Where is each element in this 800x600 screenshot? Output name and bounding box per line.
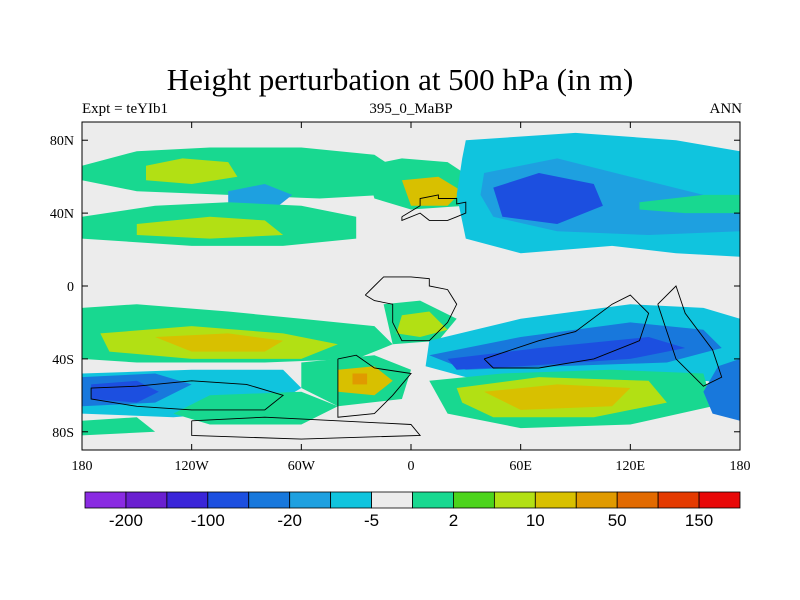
colorbar-label: 50: [608, 511, 627, 530]
coastline: [657, 285, 723, 387]
field-plot: [81, 121, 741, 451]
longitude-axis: 180 120W 60W 0 60E 120E 180: [72, 122, 751, 474]
colorbar: -200 -100 -20 -5 2 10 50 150: [84, 491, 741, 530]
lat-tick-label: 80S: [52, 426, 74, 441]
lat-tick-label: 0: [67, 280, 74, 295]
colorbar-swatch: [575, 491, 618, 509]
colorbar-swatch: [84, 491, 127, 509]
lon-tick-label: 60W: [288, 459, 316, 474]
contour-region: [352, 373, 368, 385]
coastline: [337, 354, 412, 418]
period-label: 395_0_MaBP: [369, 101, 453, 117]
contour-region: [91, 380, 159, 403]
coastline: [401, 194, 467, 222]
contour-region: [396, 311, 448, 337]
contour-region: [82, 147, 402, 199]
lon-tick-label: 120E: [616, 459, 646, 474]
colorbar-label: 150: [685, 511, 713, 530]
lat-tick-label: 40S: [52, 353, 74, 368]
contour-region: [703, 358, 740, 421]
colorbar-swatch: [166, 491, 209, 509]
colorbar-label: 2: [449, 511, 458, 530]
colorbar-label: -100: [191, 511, 225, 530]
lon-tick-label: 180: [72, 459, 93, 474]
colorbar-label: -20: [277, 511, 302, 530]
lon-tick-label: 0: [408, 459, 415, 474]
colorbar-swatch: [616, 491, 659, 509]
coastline: [191, 416, 422, 440]
map-title: Height perturbation at 500 hPa (in m): [166, 62, 634, 97]
colorbar-swatch: [248, 491, 291, 509]
lat-tick-label: 80N: [50, 134, 74, 149]
contour-region: [493, 173, 603, 224]
colorbar-swatch: [330, 491, 372, 509]
coastlines: [90, 194, 723, 440]
lon-tick-label: 60E: [509, 459, 532, 474]
contour-region: [173, 391, 338, 425]
colorbar-swatch: [453, 491, 495, 509]
contour-region: [447, 337, 686, 370]
contour-region: [639, 194, 740, 214]
colorbar-label: -5: [364, 511, 379, 530]
colorbar-swatch: [289, 491, 332, 509]
colorbar-swatch: [371, 491, 413, 509]
colorbar-swatch: [534, 491, 577, 509]
coastline: [364, 276, 458, 342]
contour-region: [136, 216, 284, 239]
colorbar-label: -200: [109, 511, 143, 530]
colorbar-swatch: [657, 491, 700, 509]
lat-tick-label: 40N: [50, 207, 74, 222]
colorbar-swatch: [207, 491, 250, 509]
coastline: [483, 294, 650, 369]
contour-region: [82, 417, 156, 436]
colorbar-swatch: [493, 491, 536, 509]
colorbar-swatch: [125, 491, 168, 509]
coastline: [90, 380, 285, 411]
latitude-axis: 80N 40N 0 40S 80S: [50, 134, 740, 441]
experiment-label: Expt = teYIb1: [82, 101, 168, 117]
contour-region: [146, 158, 238, 184]
lon-tick-label: 120W: [175, 459, 210, 474]
lon-tick-label: 180: [730, 459, 751, 474]
colorbar-swatch: [698, 491, 741, 509]
colorbar-swatch: [412, 491, 454, 509]
contour-region: [155, 333, 284, 352]
contour-region: [484, 384, 631, 410]
season-label: ANN: [709, 101, 743, 117]
colorbar-label: 10: [526, 511, 545, 530]
contour-regions: [82, 132, 740, 436]
